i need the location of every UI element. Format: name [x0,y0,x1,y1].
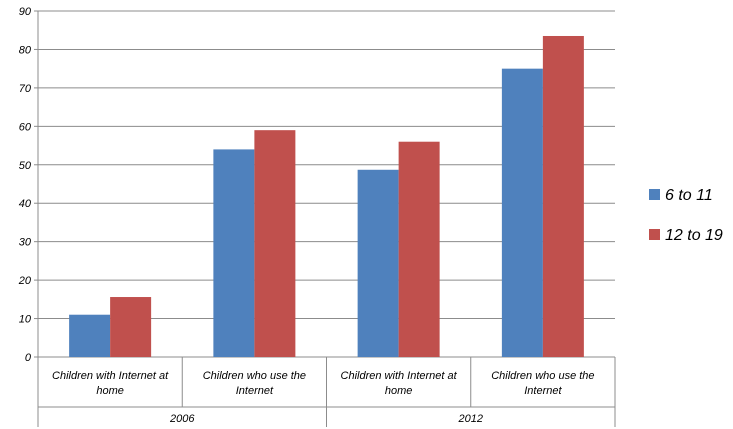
x-category-label: Children with Internet at [341,370,458,382]
legend-label: 12 to 19 [665,227,723,244]
bar-series-2 [110,297,152,357]
y-tick-label: 70 [19,83,32,95]
bar-series-1 [69,314,111,357]
bar-series-1 [213,149,255,357]
bar-series-1 [357,169,399,357]
x-category-label: Children who use the [491,370,594,382]
y-tick-label: 80 [19,44,32,56]
x-category-label: home [96,385,124,397]
x-category-label: Internet [236,385,274,397]
y-tick-label: 90 [19,6,32,18]
legend-swatch [649,229,660,240]
x-category-label: home [385,385,413,397]
x-category-label: Internet [524,385,562,397]
bar-series-2 [542,35,584,357]
bar-series-2 [254,130,296,357]
y-tick-label: 60 [19,121,32,133]
x-group-label: 2012 [458,413,483,425]
legend-swatch [649,189,660,200]
x-category-label: Children who use the [203,370,306,382]
legend-label: 6 to 11 [665,187,713,204]
x-group-label: 2006 [169,413,195,425]
x-category-label: Children with Internet at [52,370,169,382]
y-tick-label: 40 [19,198,32,210]
y-tick-label: 30 [19,237,32,249]
bar-series-1 [501,68,543,358]
y-tick-label: 50 [19,160,32,172]
y-tick-label: 0 [25,352,32,364]
y-tick-label: 10 [19,314,32,326]
bar-series-2 [398,141,440,357]
y-tick-label: 20 [18,275,32,287]
